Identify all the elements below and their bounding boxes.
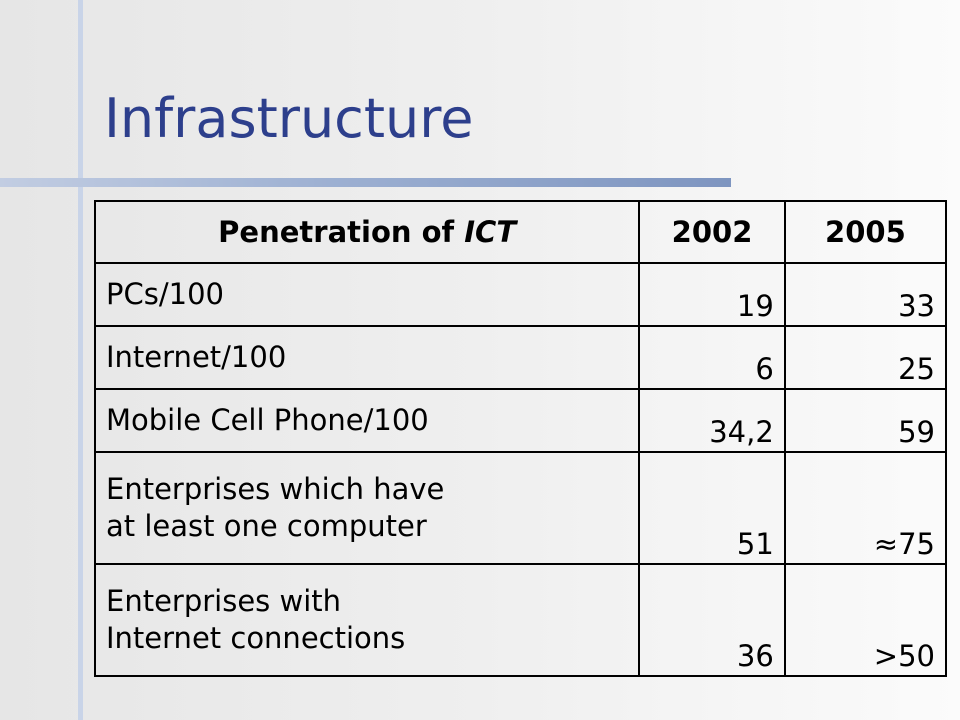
header-cell-2005: 2005 xyxy=(783,200,948,264)
header-label-emphasis: ICT xyxy=(464,214,517,249)
table-row: Internet/100 6 25 xyxy=(93,325,948,390)
cell-2002: 19 xyxy=(638,262,786,327)
header-cell-2002: 2002 xyxy=(638,200,786,264)
cell-2002: 36 xyxy=(638,563,786,677)
table-row: Mobile Cell Phone/100 34,2 59 xyxy=(93,388,948,453)
row-label-line-2: at least one computer xyxy=(106,509,427,543)
cell-2005: >50 xyxy=(783,563,948,677)
row-label: Mobile Cell Phone/100 xyxy=(93,388,641,453)
header-label-prefix: Penetration of xyxy=(218,214,465,249)
cell-2005: 33 xyxy=(783,262,948,327)
header-cell-penetration: Penetration of ICT xyxy=(93,200,641,264)
table-row: Enterprises with Internet connections 36 … xyxy=(93,563,948,677)
cell-2005: 59 xyxy=(783,388,948,453)
row-label-line-1: Enterprises with xyxy=(106,584,342,618)
ict-penetration-table: Penetration of ICT 2002 2005 PCs/100 19 … xyxy=(93,200,948,677)
cell-2005: ≈75 xyxy=(783,451,948,565)
cell-2002: 6 xyxy=(638,325,786,390)
row-label: PCs/100 xyxy=(93,262,641,327)
title-underline-bar xyxy=(0,178,731,187)
decorative-vertical-bar xyxy=(78,0,83,720)
row-label-line-2: Internet connections xyxy=(106,621,406,655)
row-label-line-1: Enterprises which have xyxy=(106,472,445,506)
row-label: Enterprises with Internet connections xyxy=(93,563,641,677)
cell-2005: 25 xyxy=(783,325,948,390)
cell-2002: 51 xyxy=(638,451,786,565)
table-header-row: Penetration of ICT 2002 2005 xyxy=(93,200,948,264)
table-row: Enterprises which have at least one compu… xyxy=(93,451,948,565)
page-title: Infrastructure xyxy=(104,87,474,150)
row-label: Enterprises which have at least one compu… xyxy=(93,451,641,565)
cell-2002: 34,2 xyxy=(638,388,786,453)
row-label: Internet/100 xyxy=(93,325,641,390)
table-row: PCs/100 19 33 xyxy=(93,262,948,327)
